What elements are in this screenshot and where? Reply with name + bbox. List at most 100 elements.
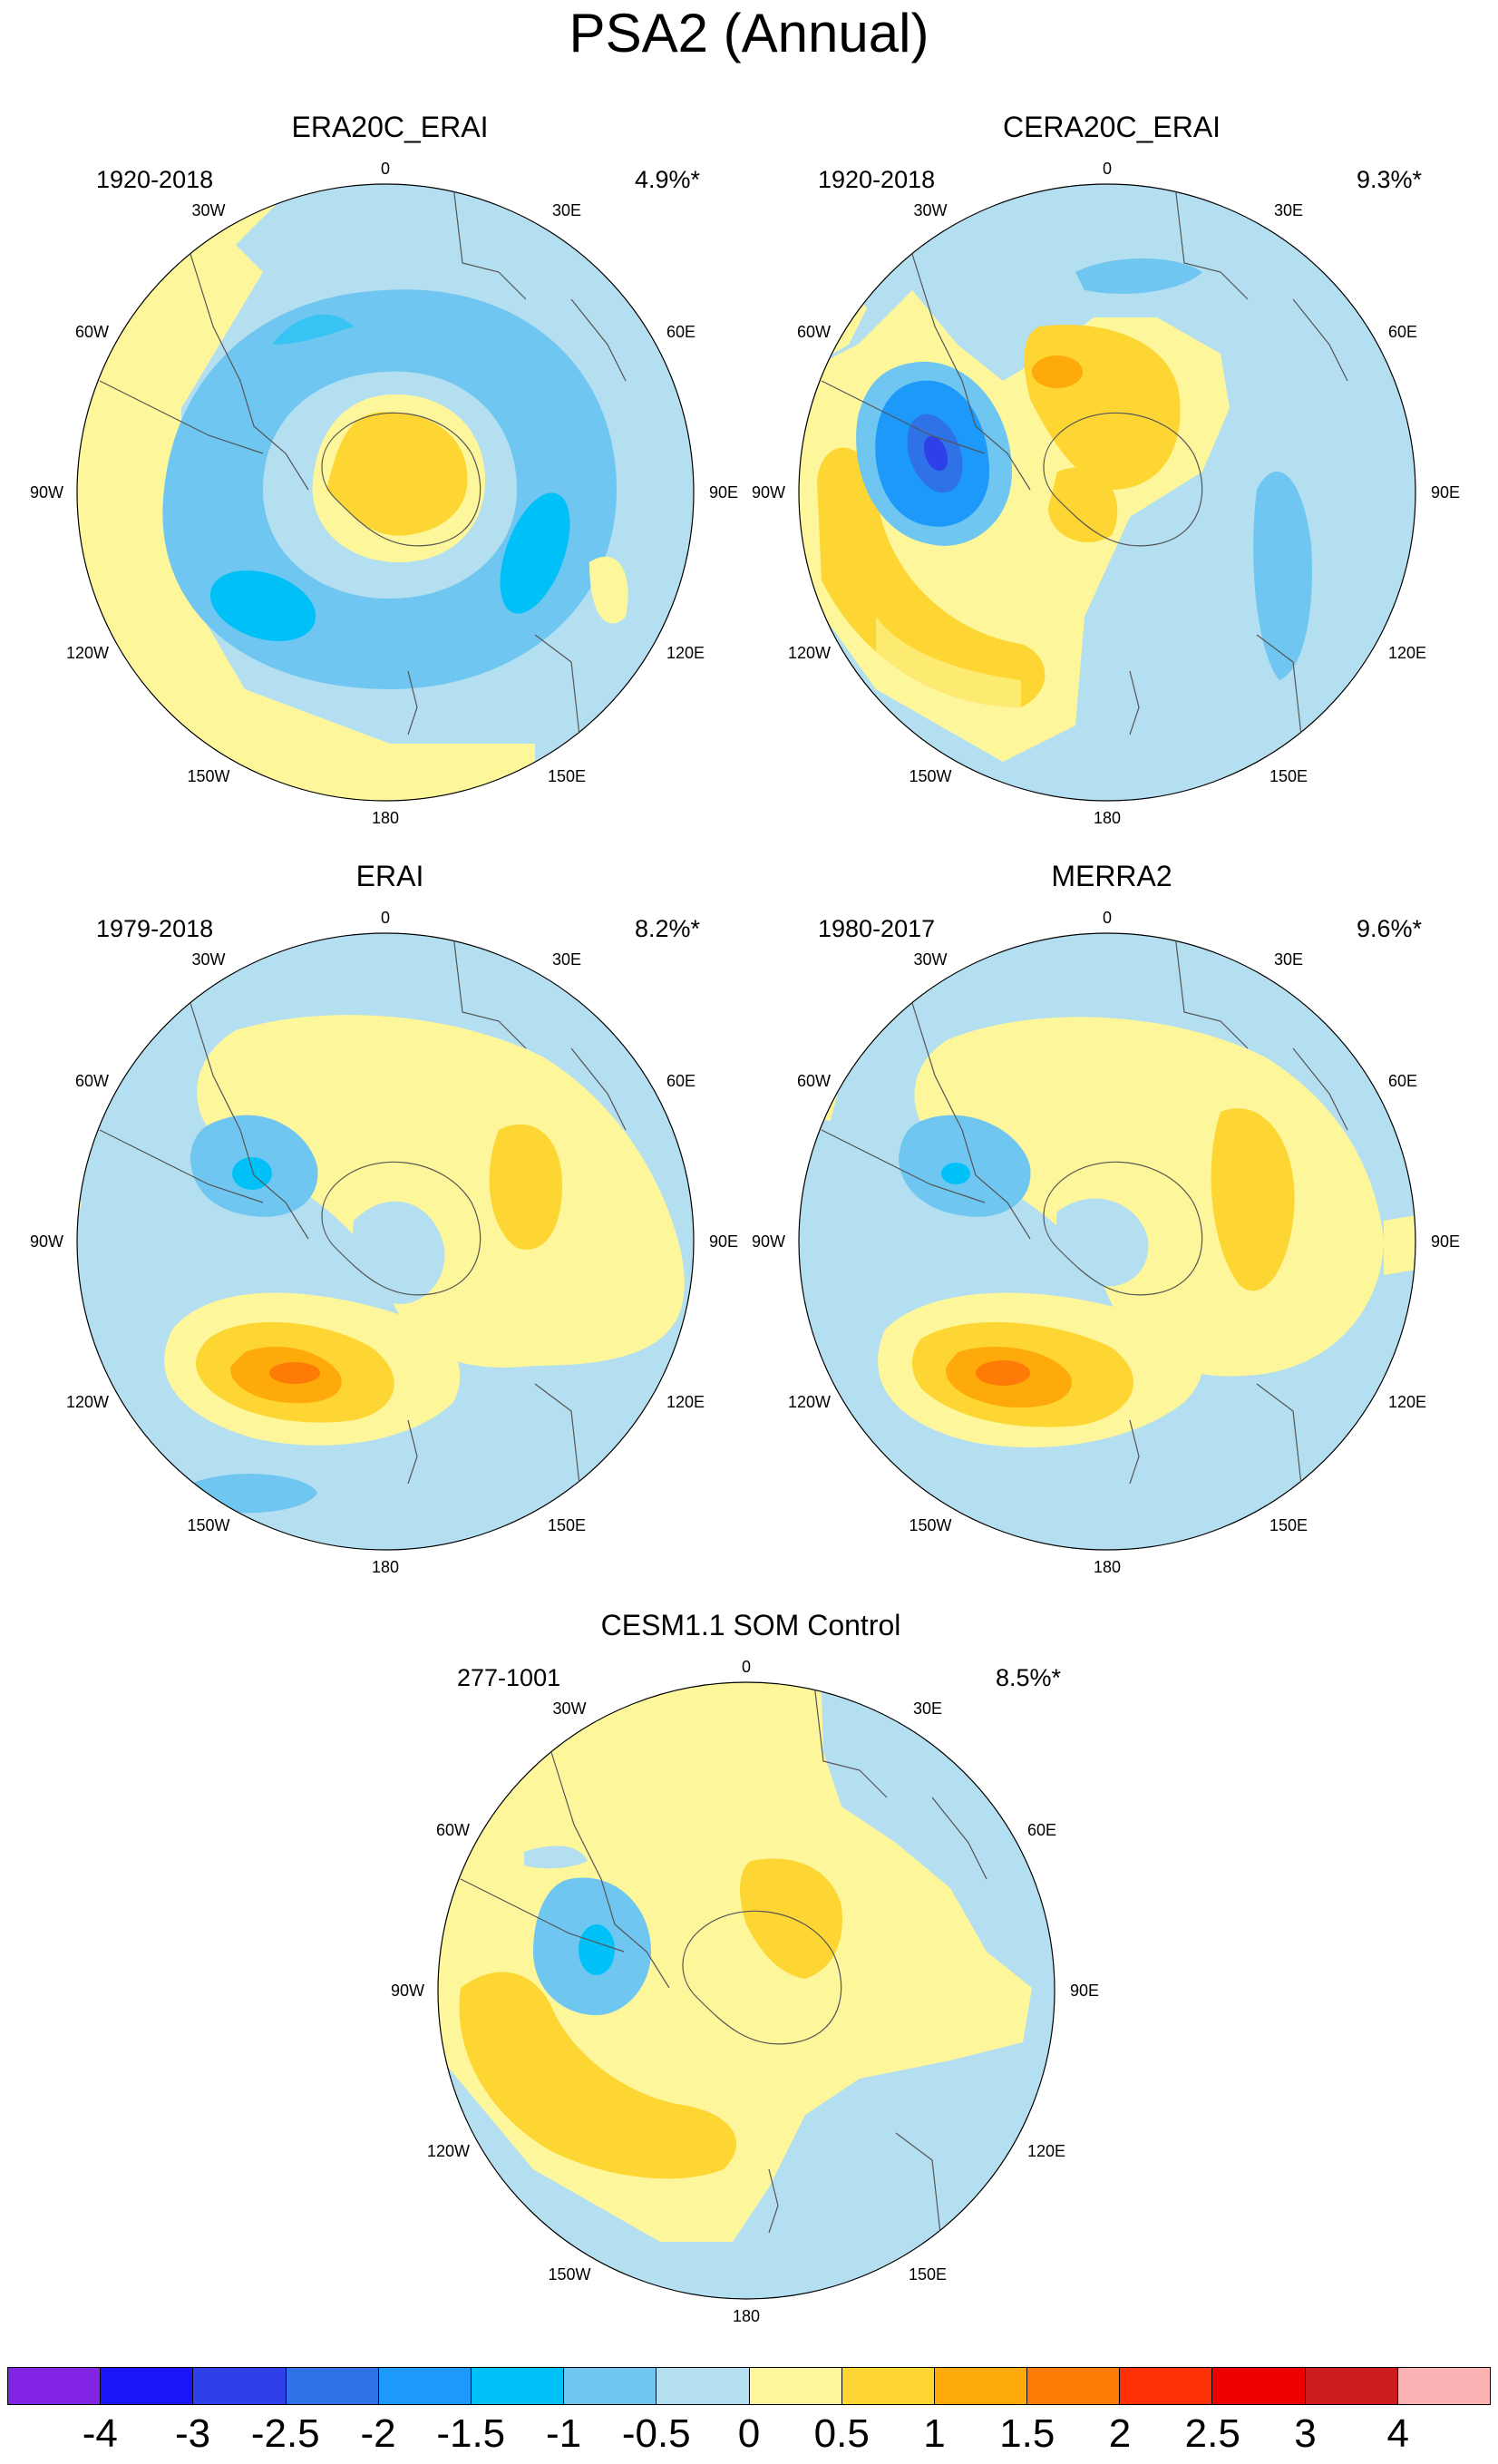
svg-text:30E: 30E xyxy=(913,1699,942,1718)
polar-map: 0 180 90W 90E 60W 30W 30E 60E 120W 150W … xyxy=(30,909,738,1576)
svg-text:120W: 120W xyxy=(427,2142,470,2160)
svg-text:60E: 60E xyxy=(1388,1072,1417,1090)
svg-text:120E: 120E xyxy=(1388,1393,1426,1411)
svg-text:30W: 30W xyxy=(191,201,225,219)
colorbar-tick-label: 0 xyxy=(737,2411,761,2456)
colorbar-tick-label: -0.5 xyxy=(621,2411,691,2456)
colorbar-segment xyxy=(1212,2368,1306,2404)
panel-title: CERA20C_ERAI xyxy=(1002,111,1221,143)
svg-text:30W: 30W xyxy=(191,950,225,969)
longitude-labels: 0 180 90W 90E 60W 30W 30E 60E 120W 150W … xyxy=(30,909,738,1576)
svg-text:120W: 120W xyxy=(66,644,109,662)
colorbar-segment xyxy=(1305,2368,1398,2404)
svg-text:120E: 120E xyxy=(1027,2142,1065,2160)
colorbar-labels: -4 -3 -2.5 -2 -1.5 -1 -0.5 0 0.5 1 1.5 2 2.5 3 4 xyxy=(7,2409,1491,2463)
svg-text:30E: 30E xyxy=(1274,201,1303,219)
polar-map: 0 180 90W 90E 60W 30W 30E 60E 120W 150W … xyxy=(391,1658,1099,2325)
colorbar-segment xyxy=(193,2368,287,2404)
panel-years: 277-1001 xyxy=(457,1664,561,1691)
svg-text:60W: 60W xyxy=(75,1072,109,1090)
svg-text:30W: 30W xyxy=(913,950,947,969)
svg-text:30E: 30E xyxy=(552,201,581,219)
colorbar-segment xyxy=(101,2368,194,2404)
colorbar-tick-label: -1 xyxy=(545,2411,582,2456)
svg-text:90E: 90E xyxy=(709,483,738,502)
longitude-labels: 0 180 90W 90E 60W 30W 30E 60E 120W 150W … xyxy=(752,160,1460,827)
colorbar-tick-label: -3 xyxy=(174,2411,211,2456)
svg-text:180: 180 xyxy=(372,809,399,827)
contour-fill xyxy=(799,184,1415,801)
figure-title: PSA2 (Annual) xyxy=(569,3,929,63)
svg-text:150W: 150W xyxy=(548,2265,590,2284)
svg-text:180: 180 xyxy=(1094,809,1121,827)
contour-fill xyxy=(77,933,694,1550)
svg-text:60W: 60W xyxy=(797,1072,831,1090)
svg-text:150E: 150E xyxy=(1269,1516,1308,1534)
panel-title: MERRA2 xyxy=(1051,860,1172,892)
svg-text:90E: 90E xyxy=(1431,1232,1460,1251)
svg-text:180: 180 xyxy=(1094,1558,1121,1576)
svg-text:30E: 30E xyxy=(1274,950,1303,969)
colorbar-segment xyxy=(749,2368,842,2404)
polar-map: 0 180 90W 90E 60W 30W 30E 60E 120W 150W … xyxy=(30,160,738,827)
colorbar-segment xyxy=(841,2368,935,2404)
svg-text:90W: 90W xyxy=(752,1232,785,1251)
panel-merra2: MERRA2 1980-2017 9.6%* xyxy=(749,858,1474,1611)
panel-variance: 9.6%* xyxy=(1357,915,1423,942)
colorbar-segment xyxy=(564,2368,657,2404)
panel-title: ERAI xyxy=(355,860,424,892)
contour-fill xyxy=(799,933,1415,1550)
svg-text:150E: 150E xyxy=(548,767,586,785)
contour-fill xyxy=(77,184,694,801)
contour-fill xyxy=(438,1682,1055,2299)
svg-text:60E: 60E xyxy=(666,323,696,341)
panel-variance: 8.2%* xyxy=(635,915,701,942)
longitude-labels: 0 180 90W 90E 60W 30W 30E 60E 120W 150W … xyxy=(391,1658,1099,2325)
svg-text:30W: 30W xyxy=(552,1699,586,1718)
colorbar-tick-label: -1.5 xyxy=(436,2411,506,2456)
panel-years: 1920-2018 xyxy=(818,166,936,193)
colorbar-tick-label: 1.5 xyxy=(999,2411,1055,2456)
colorbar-segment xyxy=(1397,2368,1490,2404)
colorbar-tick-label: -2 xyxy=(360,2411,396,2456)
colorbar-tick-label: 3 xyxy=(1294,2411,1317,2456)
colorbar-segment xyxy=(934,2368,1028,2404)
colorbar-tick-label: -4 xyxy=(82,2411,118,2456)
colorbar-tick-label: 1 xyxy=(923,2411,946,2456)
svg-text:30E: 30E xyxy=(552,950,581,969)
colorbar-segment xyxy=(471,2368,565,2404)
svg-text:150W: 150W xyxy=(909,767,951,785)
panel-cera20c-erai: CERA20C_ERAI 1920-2018 9.3%* xyxy=(749,109,1474,862)
panel-erai: ERAI 1979-2018 8.2%* xyxy=(27,858,753,1611)
svg-text:150E: 150E xyxy=(548,1516,586,1534)
svg-text:90E: 90E xyxy=(709,1232,738,1251)
svg-text:120E: 120E xyxy=(666,1393,705,1411)
svg-text:120W: 120W xyxy=(66,1393,109,1411)
svg-text:60W: 60W xyxy=(436,1821,470,1839)
colorbar-segment xyxy=(657,2368,750,2404)
colorbar-tick-label: 4 xyxy=(1386,2411,1409,2456)
svg-text:90W: 90W xyxy=(391,1982,424,2000)
svg-text:120W: 120W xyxy=(788,644,831,662)
colorbar-tick-label: 0.5 xyxy=(813,2411,870,2456)
svg-text:90E: 90E xyxy=(1431,483,1460,502)
svg-text:90W: 90W xyxy=(30,483,63,502)
svg-text:60W: 60W xyxy=(75,323,109,341)
svg-text:150E: 150E xyxy=(909,2265,947,2284)
polar-map: 0 180 90W 90E 60W 30W 30E 60E 120W 150W … xyxy=(752,160,1460,827)
longitude-labels: 0 180 90W 90E 60W 30W 30E 60E 120W 150W … xyxy=(752,909,1460,1576)
colorbar-tick-label: -2.5 xyxy=(250,2411,320,2456)
panel-years: 1980-2017 xyxy=(818,915,936,942)
colorbar-tick-label: 2 xyxy=(1108,2411,1132,2456)
svg-text:60E: 60E xyxy=(666,1072,696,1090)
svg-text:60E: 60E xyxy=(1027,1821,1056,1839)
svg-text:0: 0 xyxy=(742,1658,751,1676)
panel-cesm-som-control: CESM1.1 SOM Control 277-1001 8.5%* 0 180… xyxy=(388,1607,1114,2360)
svg-text:60W: 60W xyxy=(797,323,831,341)
colorbar-segment xyxy=(286,2368,379,2404)
colorbar xyxy=(7,2367,1491,2405)
svg-text:150W: 150W xyxy=(187,767,229,785)
colorbar-tick-label: 2.5 xyxy=(1184,2411,1240,2456)
svg-text:0: 0 xyxy=(381,160,390,178)
svg-text:60E: 60E xyxy=(1388,323,1417,341)
